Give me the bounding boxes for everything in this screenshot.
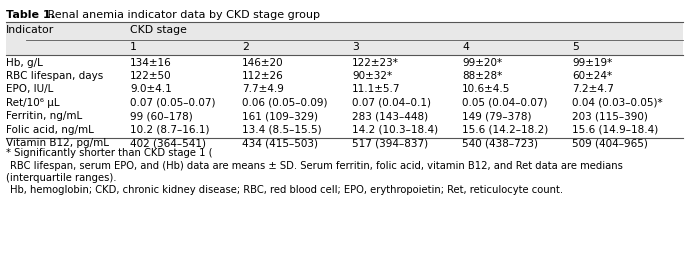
Text: 90±32*: 90±32* — [352, 71, 392, 81]
Text: EPO, IU/L: EPO, IU/L — [6, 85, 53, 94]
Text: RBC lifespan, serum EPO, and (Hb) data are means ± SD. Serum ferritin, folic aci: RBC lifespan, serum EPO, and (Hb) data a… — [10, 161, 623, 171]
Bar — [6, 39, 683, 55]
Text: 540 (438–723): 540 (438–723) — [462, 139, 538, 148]
Text: 509 (404–965): 509 (404–965) — [572, 139, 648, 148]
Text: 112±26: 112±26 — [242, 71, 284, 81]
Text: 146±20: 146±20 — [242, 57, 284, 67]
Text: 0.07 (0.04–0.1): 0.07 (0.04–0.1) — [352, 98, 431, 108]
Text: 0.07 (0.05–0.07): 0.07 (0.05–0.07) — [130, 98, 216, 108]
Text: 99±20*: 99±20* — [462, 57, 502, 67]
Text: 10.2 (8.7–16.1): 10.2 (8.7–16.1) — [130, 125, 209, 135]
Text: 11.1±5.7: 11.1±5.7 — [352, 85, 400, 94]
Text: 3: 3 — [352, 42, 359, 52]
Text: 203 (115–390): 203 (115–390) — [572, 111, 648, 122]
Text: 5: 5 — [572, 42, 579, 52]
Bar — [6, 22, 683, 39]
Text: 122±50: 122±50 — [130, 71, 172, 81]
Text: Hb, g/L: Hb, g/L — [6, 57, 43, 67]
Text: 161 (109–329): 161 (109–329) — [242, 111, 318, 122]
Text: 99 (60–178): 99 (60–178) — [130, 111, 193, 122]
Text: Table 1.: Table 1. — [6, 10, 55, 20]
Text: 283 (143–448): 283 (143–448) — [352, 111, 428, 122]
Text: 13.4 (8.5–15.5): 13.4 (8.5–15.5) — [242, 125, 322, 135]
Text: 2: 2 — [242, 42, 249, 52]
Text: 88±28*: 88±28* — [462, 71, 502, 81]
Text: RBC lifespan, days: RBC lifespan, days — [6, 71, 103, 81]
Text: Ret/10⁶ μL: Ret/10⁶ μL — [6, 98, 60, 108]
Text: Ferritin, ng/mL: Ferritin, ng/mL — [6, 111, 82, 122]
Text: 9.0±4.1: 9.0±4.1 — [130, 85, 172, 94]
Text: 4: 4 — [462, 42, 469, 52]
Text: 122±23*: 122±23* — [352, 57, 399, 67]
Text: 99±19*: 99±19* — [572, 57, 613, 67]
Text: 149 (79–378): 149 (79–378) — [462, 111, 531, 122]
Text: Hb, hemoglobin; CKD, chronic kidney disease; RBC, red blood cell; EPO, erythropo: Hb, hemoglobin; CKD, chronic kidney dise… — [10, 185, 563, 195]
Text: Vitamin B12, pg/mL: Vitamin B12, pg/mL — [6, 139, 109, 148]
Text: 0.06 (0.05–0.09): 0.06 (0.05–0.09) — [242, 98, 327, 108]
Text: 60±24*: 60±24* — [572, 71, 612, 81]
Text: 15.6 (14.9–18.4): 15.6 (14.9–18.4) — [572, 125, 658, 135]
Text: 0.05 (0.04–0.07): 0.05 (0.04–0.07) — [462, 98, 548, 108]
Text: 14.2 (10.3–18.4): 14.2 (10.3–18.4) — [352, 125, 438, 135]
Text: 0.04 (0.03–0.05)*: 0.04 (0.03–0.05)* — [572, 98, 663, 108]
Text: 15.6 (14.2–18.2): 15.6 (14.2–18.2) — [462, 125, 548, 135]
Text: Folic acid, ng/mL: Folic acid, ng/mL — [6, 125, 94, 135]
Text: 7.2±4.7: 7.2±4.7 — [572, 85, 614, 94]
Text: Indicator: Indicator — [6, 25, 54, 34]
Text: 1: 1 — [130, 42, 137, 52]
Text: * Significantly shorter than CKD stage 1 (: * Significantly shorter than CKD stage 1… — [6, 148, 212, 158]
Text: CKD stage: CKD stage — [130, 25, 187, 34]
Text: 434 (415–503): 434 (415–503) — [242, 139, 318, 148]
Text: 517 (394–837): 517 (394–837) — [352, 139, 428, 148]
Text: 7.7±4.9: 7.7±4.9 — [242, 85, 284, 94]
Text: (interquartile ranges).: (interquartile ranges). — [6, 173, 116, 183]
Text: Renal anemia indicator data by CKD stage group: Renal anemia indicator data by CKD stage… — [45, 10, 320, 20]
Text: 10.6±4.5: 10.6±4.5 — [462, 85, 511, 94]
Text: 134±16: 134±16 — [130, 57, 172, 67]
Text: 402 (364–541): 402 (364–541) — [130, 139, 206, 148]
